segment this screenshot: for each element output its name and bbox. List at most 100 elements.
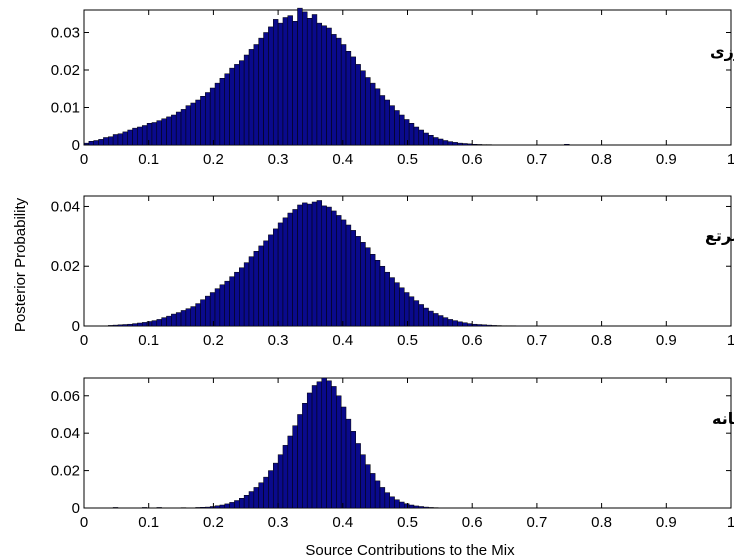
histogram-bar xyxy=(88,141,94,146)
histogram-bar xyxy=(195,303,201,327)
histogram-bar xyxy=(122,324,128,327)
panel-label-rangeland: مرتع xyxy=(705,226,734,245)
histogram-bar xyxy=(292,425,298,509)
histogram-bar xyxy=(350,431,356,509)
histogram-bar xyxy=(175,312,182,327)
histogram-bar xyxy=(345,418,352,509)
histogram-bar xyxy=(108,325,114,327)
histogram-bar xyxy=(437,315,444,327)
histogram-bar xyxy=(214,82,221,146)
histogram-bar xyxy=(161,317,167,327)
x-tick-label: 0.3 xyxy=(268,332,289,349)
x-tick-label: 0.4 xyxy=(332,151,353,168)
x-tick-label: 0.1 xyxy=(138,514,159,531)
histogram-bar xyxy=(394,282,400,327)
x-tick-label: 0.8 xyxy=(591,332,612,349)
histogram-bar xyxy=(423,307,429,327)
histogram-bar xyxy=(277,222,284,327)
histogram-bar xyxy=(239,498,245,509)
histogram-bar xyxy=(326,206,332,327)
histogram-bar xyxy=(287,435,293,509)
histogram-bar xyxy=(404,119,410,146)
histogram-bar xyxy=(379,95,386,146)
y-tick-label: 0.03 xyxy=(51,25,80,42)
histogram-bar xyxy=(282,445,289,509)
histogram-bar xyxy=(452,320,458,327)
x-tick-label: 0.8 xyxy=(591,514,612,531)
histogram-bar xyxy=(350,230,356,327)
y-tick-label: 0.04 xyxy=(51,198,80,215)
histogram-bar xyxy=(442,140,449,146)
x-tick-label: 0.5 xyxy=(397,332,418,349)
histogram-bar xyxy=(146,321,153,327)
histogram-bar xyxy=(112,507,119,509)
histogram-bar xyxy=(462,143,468,146)
histogram-bar xyxy=(428,135,434,146)
histogram-bar xyxy=(370,82,376,146)
histogram-bar xyxy=(122,131,128,146)
histogram-bar xyxy=(471,323,478,327)
histogram-bar xyxy=(224,503,230,509)
histogram-bar xyxy=(137,126,143,146)
histogram-bar xyxy=(200,507,206,509)
histogram-bar xyxy=(355,236,361,327)
histogram-bar xyxy=(360,70,366,146)
plot-frame xyxy=(83,377,732,509)
histogram-bar xyxy=(336,395,342,509)
histogram-bar xyxy=(253,251,259,327)
histogram-bar xyxy=(268,234,274,327)
histogram-bar xyxy=(156,319,162,327)
histogram-bar xyxy=(331,34,337,146)
histogram-bar xyxy=(316,22,323,146)
histogram-bar xyxy=(418,304,424,327)
histogram-bar xyxy=(384,99,390,146)
histogram-bar xyxy=(452,142,458,146)
histogram-bar xyxy=(321,25,327,146)
histogram-bar xyxy=(360,242,366,327)
histogram-bar xyxy=(306,18,313,146)
histogram-bar xyxy=(141,322,148,327)
histogram-bar xyxy=(282,217,289,327)
histogram-bar xyxy=(117,324,124,327)
panel-agriculture: 0 0.1 0.2 0.3 0.4 0.5 0.6 0.7 0.8 0.9 1 0 0.01 0.02 0.… xyxy=(51,7,734,168)
histogram-bar xyxy=(408,504,415,509)
histogram-bar xyxy=(302,403,308,509)
histogram-bar xyxy=(253,44,259,146)
histogram-bar xyxy=(151,320,158,327)
histogram-bar xyxy=(141,507,148,509)
histogram-bar xyxy=(108,136,114,146)
histogram-bar xyxy=(258,245,264,327)
histogram-bar xyxy=(340,219,347,327)
histogram-bar xyxy=(248,491,255,509)
histogram-bar xyxy=(384,271,390,327)
histogram-bar xyxy=(423,132,429,146)
histogram-bar xyxy=(331,386,337,509)
histogram-bar xyxy=(93,140,99,146)
histogram-bar xyxy=(229,67,235,146)
histogram-bar xyxy=(161,118,167,146)
x-tick-label: 0 xyxy=(80,151,88,168)
histogram-bar xyxy=(209,87,216,146)
histogram-bar xyxy=(112,324,119,327)
histogram-bar xyxy=(98,139,104,146)
histogram-bar xyxy=(268,470,274,509)
histogram-bar xyxy=(243,54,250,146)
histogram-bar xyxy=(112,134,119,146)
histogram-bar xyxy=(355,443,361,509)
histogram-bar xyxy=(258,482,264,509)
histogram-bar xyxy=(389,105,395,146)
histogram-bar xyxy=(263,476,269,509)
histogram-bar xyxy=(399,501,405,509)
histogram-bar xyxy=(297,204,303,327)
histogram-bar xyxy=(302,202,308,327)
y-tick-label: 0.01 xyxy=(51,100,80,117)
histogram-bar xyxy=(239,267,245,327)
histogram-bar xyxy=(287,15,293,146)
y-tick-label: 0 xyxy=(72,318,80,335)
histogram-bar xyxy=(370,473,376,509)
histogram-bar xyxy=(273,462,279,509)
histogram-bar xyxy=(214,505,221,509)
histogram-bar xyxy=(214,288,221,327)
x-tick-label: 0.4 xyxy=(332,514,353,531)
